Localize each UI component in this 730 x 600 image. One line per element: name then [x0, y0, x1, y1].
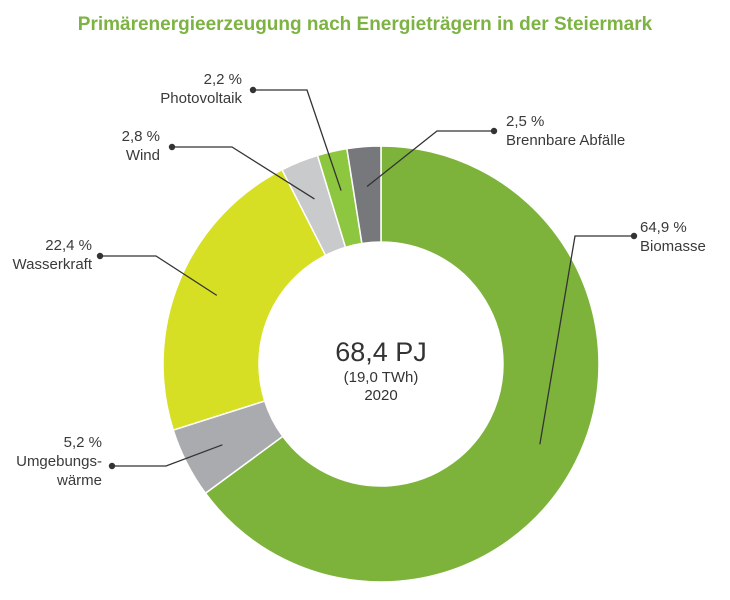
category-label-photovoltaik: Photovoltaik [160, 90, 242, 107]
category-label-wind: Wind [126, 147, 160, 164]
leader-line-brennbare-abfaelle [366, 130, 494, 188]
value-label-umgebungswaerme: 5,2 % [64, 434, 102, 451]
leader-line-umgebungswaerme [112, 444, 223, 467]
leader-dot-wasserkraft [96, 252, 104, 260]
category-label-brennbare-abfaelle: Brennbare Abfälle [506, 132, 625, 149]
slice-biomasse [204, 145, 600, 583]
category-label-umgebungswaerme-2: wärme [56, 472, 102, 489]
value-label-photovoltaik: 2,2 % [204, 71, 242, 88]
center-total-value: 68,4 PJ [335, 337, 427, 367]
leader-dot-brennbare-abfaelle [490, 127, 498, 135]
value-label-biomasse: 64,9 % [640, 219, 687, 236]
leader-line-biomasse [539, 235, 634, 445]
center-total-twh: (19,0 TWh) [344, 369, 419, 386]
category-label-wasserkraft: Wasserkraft [13, 256, 93, 273]
center-year: 2020 [364, 387, 397, 404]
leader-dot-photovoltaik [249, 86, 257, 94]
leader-lines [96, 86, 638, 470]
value-label-wind: 2,8 % [122, 128, 160, 145]
category-label-umgebungswaerme: Umgebungs- [16, 453, 102, 470]
leader-line-photovoltaik [253, 89, 342, 191]
value-label-brennbare-abfaelle: 2,5 % [506, 113, 544, 130]
leader-dot-biomasse [630, 232, 638, 240]
chart-title: Primärenergieerzeugung nach Energieträge… [77, 14, 653, 35]
slice-wasserkraft [162, 168, 327, 432]
leader-line-wasserkraft [100, 255, 218, 296]
leader-dot-wind [168, 143, 176, 151]
slice-labels: 64,9 % Biomasse 5,2 % Umgebungs-wärme 22,4 %… [13, 71, 706, 489]
slice-brennbare-abfaelle [346, 145, 382, 245]
leader-dot-umgebungswaerme [108, 462, 116, 470]
value-label-wasserkraft: 22,4 % [45, 237, 92, 254]
donut-slices [162, 145, 600, 583]
category-label-biomasse: Biomasse [640, 238, 706, 255]
leader-line-wind [172, 146, 315, 200]
